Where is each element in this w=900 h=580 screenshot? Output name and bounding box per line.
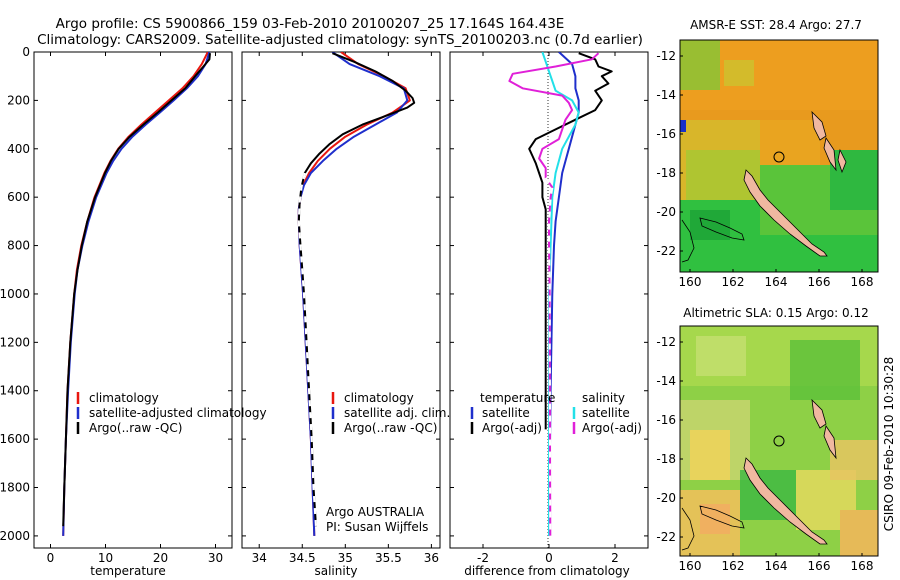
temperature-xlabel: temperature [90,564,165,578]
map-x-tick-label: 162 [722,275,745,289]
x-tick-label: 34 [252,551,267,565]
y-tick-label: 2000 [0,529,30,543]
y-tick-label: 0 [22,45,30,59]
map-x-tick-label: 164 [765,275,788,289]
y-tick-label: 1600 [0,432,30,446]
salinity-x-axis: 34 34.5 35 35.5 36 [252,52,439,565]
y-tick-label: 200 [7,93,30,107]
map-y-tick-label: -14 [656,374,676,388]
map-x-tick-label: 168 [851,275,874,289]
legend-label-temp-satellite: satellite [482,406,530,420]
x-tick-label: 0 [545,551,553,565]
y-tick-label: 400 [7,142,30,156]
x-tick-label: -2 [477,551,489,565]
y-tick-label: 600 [7,190,30,204]
y-tick-label: 1800 [0,481,30,495]
legend-label-argo: Argo(..raw -QC) [89,421,182,435]
x-tick-label: 35.5 [375,551,402,565]
sla-map [679,325,879,557]
map-x-tick-label: 162 [722,559,745,573]
series-line-temperature-satellite [548,52,580,536]
legend-label-climatology: climatology [89,391,159,405]
legend-header-temperature: temperature [480,391,555,405]
series-line-salinity-argo-adj- [508,52,600,536]
temperature-legend: climatology satellite-adjusted climatolo… [76,391,267,435]
map-x-tick-label: 166 [808,275,831,289]
difference-legend: temperature satellite Argo(-adj) salinit… [470,391,642,435]
salinity-lines [297,52,416,536]
x-tick-label: 20 [153,551,168,565]
sst-map-title: AMSR-E SST: 28.4 Argo: 27.7 [690,18,862,32]
salinity-xlabel: salinity [314,564,357,578]
y-tick-label: 1000 [0,287,30,301]
map-y-tick-label: -20 [656,205,676,219]
x-tick-label: 36 [424,551,439,565]
legend-label-satellite: satellite-adjusted climatology [89,406,267,420]
map-y-tick-label: -18 [656,166,676,180]
sla-map-title: Altimetric SLA: 0.15 Argo: 0.12 [683,306,868,320]
legend-label-argo: Argo(..raw -QC) [344,421,437,435]
legend-label-climatology: climatology [344,391,414,405]
timestamp-stamp: CSIRO 09-Feb-2010 10:30:28 [882,357,896,532]
map-x-tick-label: 160 [679,559,702,573]
map-x-tick-label: 168 [851,559,874,573]
salinity-panel-frame [241,51,441,549]
map-y-tick-label: -12 [656,49,676,63]
annotation-pi: PI: Susan Wijffels [326,520,428,534]
map-x-tick-label: 160 [679,275,702,289]
legend-header-salinity: salinity [582,391,625,405]
figure-title-line2: Climatology: CARS2009. Satellite-adjuste… [37,32,643,48]
series-dash-overlay [297,172,318,527]
depth-axis: 0 200 400 600 800 1000 1200 1400 1600 1800 2000 [0,45,648,543]
legend-label-sal-argo: Argo(-adj) [582,421,642,435]
x-tick-label: 0 [47,551,55,565]
legend-label-sal-satellite: satellite [582,406,630,420]
map-y-tick-label: -20 [656,491,676,505]
legend-label-temp-argo: Argo(-adj) [482,421,542,435]
x-tick-label: 10 [98,551,113,565]
difference-xlabel: difference from climatology [464,564,630,578]
x-tick-label: 35 [338,551,353,565]
map-y-tick-label: -22 [656,244,676,258]
map-y-tick-label: -16 [656,413,676,427]
temperature-panel-frame [33,51,233,549]
legend-label-satellite: satellite adj. clim. [344,406,450,420]
figure-title-line1: Argo profile: CS 5900866_159 03-Feb-2010… [56,16,565,32]
annotation-argo-australia: Argo AUSTRALIA [326,505,425,519]
map-y-tick-label: -18 [656,452,676,466]
map-x-tick-label: 164 [765,559,788,573]
salinity-legend: climatology satellite adj. clim. Argo(..… [331,391,450,435]
map-y-tick-label: -22 [656,530,676,544]
temperature-x-axis: 0 10 20 30 [47,52,223,565]
series-line-argo-raw-qc- [62,53,211,527]
map-x-tick-label: 166 [808,559,831,573]
series-line-argo-raw-qc- [297,52,416,527]
sst-map [679,39,879,273]
series-dash-overlay [544,177,554,536]
map-axes: 160 162 164 166 168 -12 -14 -16 -18 -20 -22 160 162 1… [656,49,873,573]
map-y-tick-label: -16 [656,127,676,141]
difference-x-axis: -2 0 2 [477,52,619,565]
temperature-lines [62,52,211,536]
series-line-temperature-argo-adj- [528,52,613,430]
y-tick-label: 1200 [0,335,30,349]
y-tick-label: 1400 [0,384,30,398]
y-tick-label: 800 [7,239,30,253]
map-y-tick-label: -12 [656,335,676,349]
x-tick-label: 34.5 [289,551,316,565]
x-tick-label: 30 [208,551,223,565]
difference-lines [508,52,613,536]
x-tick-label: 2 [611,551,619,565]
map-y-tick-label: -14 [656,88,676,102]
